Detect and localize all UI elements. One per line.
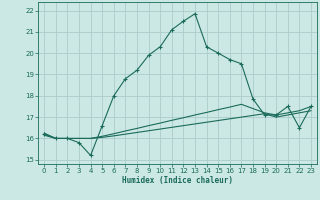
X-axis label: Humidex (Indice chaleur): Humidex (Indice chaleur) — [122, 176, 233, 185]
